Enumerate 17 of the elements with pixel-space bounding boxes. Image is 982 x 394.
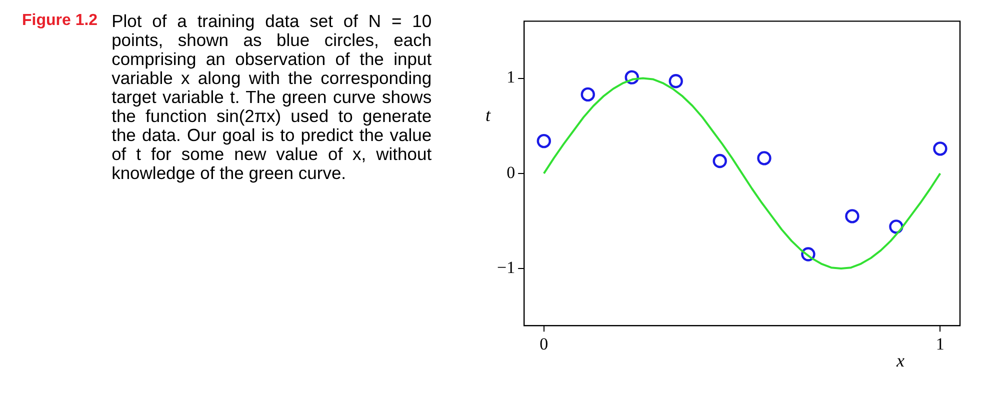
point (889, 220, 904, 234)
point (845, 209, 860, 224)
point (801, 247, 816, 262)
y-tick-label: −1 (496, 258, 516, 277)
point (536, 134, 551, 148)
y-axis-title: t (485, 105, 492, 126)
point (624, 70, 639, 84)
y-tick-label: 1 (506, 68, 516, 87)
point (712, 154, 727, 168)
point (580, 87, 595, 102)
point (757, 151, 772, 166)
point (933, 142, 948, 156)
text: Figure 1.2 (22, 12, 98, 31)
x-axis-title: x (896, 350, 905, 370)
text: Plot of a training data set of N = 10 points, shown as blue circles, each comprising an observation of the input variable x along with the corresponding target variable t. The green curve shows the function sin(2πx) used to generate the data. Our goal is to predict the value of t for some new value of x, without knowledge of the green curve. (112, 11, 432, 183)
point (668, 74, 683, 88)
y-tick-label: 0 (506, 162, 516, 182)
